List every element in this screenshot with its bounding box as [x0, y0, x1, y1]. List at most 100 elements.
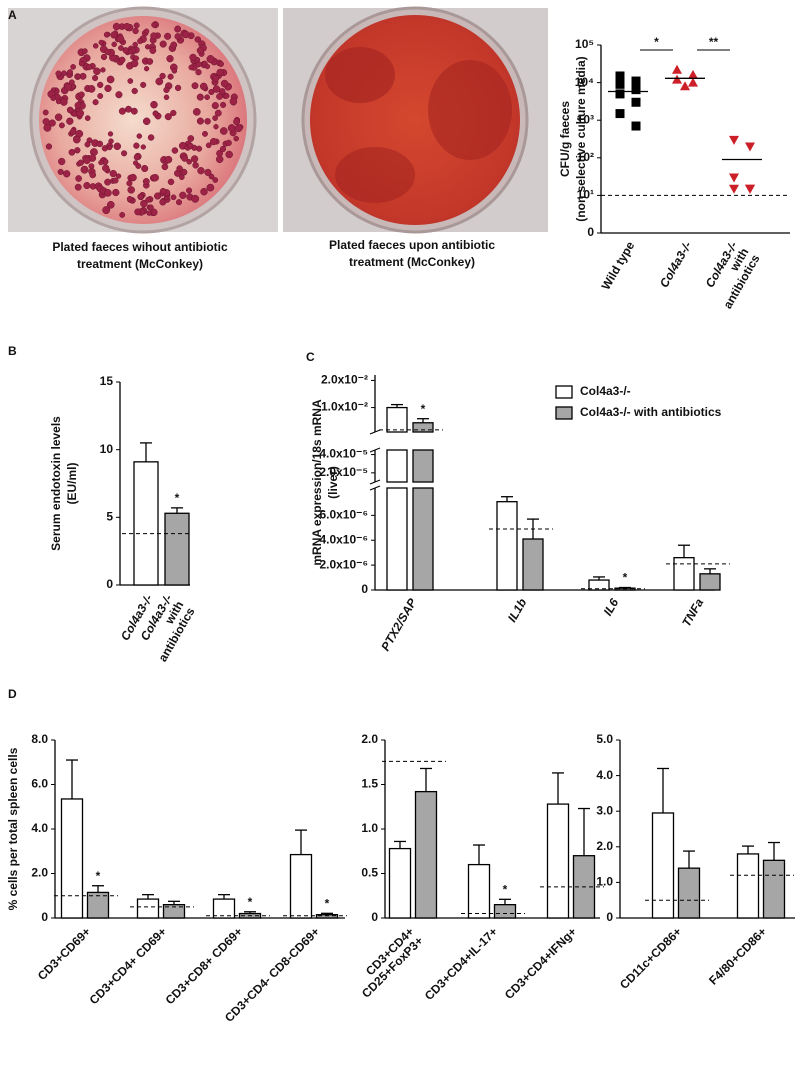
panel-label: C — [306, 350, 315, 364]
bar — [699, 573, 721, 591]
legend-label: Col4a3-/- — [580, 384, 631, 398]
significance-label: * — [325, 896, 330, 910]
colony — [227, 124, 236, 132]
colony — [133, 154, 141, 161]
bar — [136, 898, 160, 919]
colony — [116, 34, 125, 43]
y-tick-label: 0 — [361, 582, 368, 596]
colony — [206, 183, 215, 192]
colony — [136, 133, 143, 139]
bar — [386, 449, 408, 483]
data-point — [672, 74, 682, 84]
axis-break — [369, 447, 381, 453]
colony — [171, 147, 179, 154]
colony — [75, 175, 82, 182]
colony — [150, 100, 158, 109]
colony — [112, 22, 121, 31]
colony — [131, 87, 138, 95]
colony — [100, 53, 108, 61]
stain — [325, 47, 395, 103]
bar — [677, 867, 701, 919]
colony — [48, 119, 56, 127]
colony — [112, 177, 119, 184]
colony — [57, 168, 64, 175]
colony — [214, 109, 222, 117]
colony — [98, 39, 104, 46]
x-tick-label: Wild type — [599, 239, 638, 292]
y-tick-label: 15 — [100, 374, 114, 388]
data-point — [631, 121, 641, 131]
colony — [77, 159, 84, 166]
y-tick-label: 4.0 — [596, 768, 613, 782]
panel-label: D — [8, 687, 17, 701]
colony — [196, 93, 204, 101]
bar — [546, 803, 570, 919]
data-point — [631, 97, 641, 107]
colony — [229, 97, 238, 106]
bar — [164, 512, 190, 586]
significance-label: * — [623, 571, 628, 585]
colony — [126, 180, 133, 187]
colony — [204, 168, 212, 176]
y-tick-label: 0.5 — [361, 866, 378, 880]
data-point — [729, 173, 739, 183]
colony — [118, 56, 126, 64]
colony — [140, 81, 147, 88]
colonies — [42, 21, 244, 218]
bar — [736, 853, 760, 919]
colony — [123, 22, 131, 31]
colony — [127, 49, 134, 55]
data-point — [672, 64, 682, 74]
y-tick-label: 4.0 — [31, 821, 48, 835]
colony — [104, 84, 112, 93]
significance-label: * — [421, 402, 426, 416]
significance-label: * — [654, 35, 659, 49]
bar — [493, 904, 517, 919]
y-tick-label: 5.0 — [596, 732, 613, 746]
colony — [50, 95, 57, 102]
bar — [289, 853, 313, 919]
colony — [115, 91, 123, 99]
colony — [164, 155, 173, 164]
colony — [92, 99, 99, 106]
data-point — [631, 76, 641, 86]
y-tick-label: 4.0x10⁻⁶ — [319, 532, 368, 546]
legend-label: Col4a3-/- with antibiotics — [580, 405, 722, 419]
colony — [174, 25, 182, 33]
significance-label: * — [96, 869, 101, 883]
y-tick-label: 3.0 — [596, 803, 613, 817]
colony — [137, 38, 144, 45]
colony — [42, 109, 49, 116]
y-axis-label: (liver) — [326, 466, 340, 499]
bar — [386, 487, 408, 591]
colony — [220, 101, 227, 108]
y-tick-label: 2.0x10⁻⁶ — [319, 557, 368, 571]
photo-caption: Plated faeces upon antibiotic — [329, 238, 495, 252]
x-tick-label: TNFa — [679, 596, 706, 629]
colony — [196, 47, 204, 54]
colony — [152, 110, 159, 117]
colony — [132, 27, 139, 35]
colony — [174, 84, 182, 92]
colony — [204, 94, 210, 101]
colony — [82, 48, 88, 54]
y-tick-label: 2.0x10⁻² — [321, 373, 368, 387]
colony — [142, 117, 151, 126]
colony — [132, 41, 138, 48]
colony — [187, 142, 194, 149]
bar — [522, 538, 544, 591]
colony — [149, 47, 157, 54]
colony — [216, 68, 224, 77]
data-point — [729, 184, 739, 194]
bar — [315, 914, 339, 919]
data-point — [680, 81, 690, 91]
colony — [75, 73, 81, 79]
y-tick-label: 1.0 — [361, 821, 378, 835]
colony — [211, 102, 219, 110]
colony — [54, 113, 63, 121]
colony — [225, 139, 232, 147]
colony — [67, 69, 73, 76]
significance-label: * — [503, 882, 508, 896]
